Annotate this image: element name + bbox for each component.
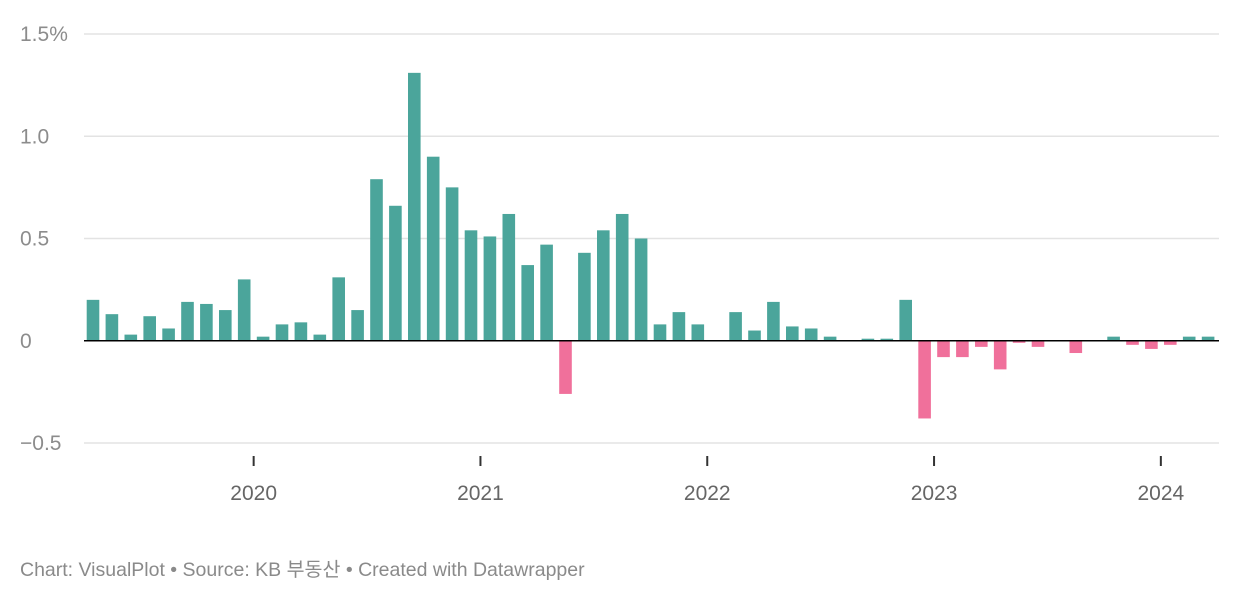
bar-2022-12 [918, 340, 931, 419]
bar-2020-03 [294, 322, 308, 341]
bar-2020-06 [351, 310, 364, 341]
bar-2021-10 [653, 324, 667, 341]
bar-2023-11 [1126, 340, 1139, 345]
bar-2021-11 [672, 312, 686, 341]
bar-2020-08 [389, 205, 402, 341]
bar-2022-04 [767, 301, 780, 341]
bar-2020-07 [370, 179, 383, 341]
chart-footer: Chart: VisualPlot • Source: KB 부동산 • Cre… [20, 559, 585, 581]
bar-2022-06 [804, 328, 818, 341]
bar-2021-05 [559, 340, 572, 394]
bar-2019-07 [143, 316, 156, 341]
bar-2020-10 [426, 156, 440, 341]
bar-2021-03 [521, 265, 534, 341]
bar-2023-02 [956, 340, 969, 358]
bar-2022-02 [729, 312, 742, 341]
bar-2022-05 [786, 326, 799, 341]
bar-2020-11 [445, 187, 459, 341]
bar-2024-03 [1201, 336, 1215, 341]
bar-2022-07 [823, 336, 837, 341]
bar-2019-10 [200, 303, 213, 341]
y-tick-label: 1.0 [20, 125, 49, 148]
bar-2021-07 [597, 230, 610, 341]
y-tick-label: 1.5% [20, 23, 68, 46]
bar-2021-06 [578, 252, 591, 341]
bars [86, 72, 1215, 419]
bar-2023-06 [1031, 340, 1045, 347]
bar-2023-03 [975, 340, 988, 347]
bar-2020-04 [313, 334, 327, 341]
bar-2020-09 [408, 72, 421, 341]
bar-2021-09 [634, 238, 648, 341]
bar-2024-01 [1164, 340, 1177, 345]
y-tick-label: 0.5 [20, 228, 49, 251]
bar-2022-11 [899, 299, 912, 341]
y-tick-label: 0 [20, 330, 32, 353]
x-tick-label: 2022 [684, 482, 731, 505]
bar-2019-05 [105, 314, 119, 341]
bar-2020-01 [256, 336, 270, 341]
bar-2020-05 [332, 277, 345, 341]
bar-2023-04 [993, 340, 1007, 370]
bar-2020-02 [275, 324, 289, 341]
bar-2023-08 [1069, 340, 1083, 354]
x-tick-label: 2020 [230, 482, 277, 505]
x-axis: 2020 2021 2022 2023 2024 [84, 339, 1219, 505]
bar-2019-04 [86, 299, 100, 341]
bar-2023-10 [1107, 336, 1120, 341]
bar-2021-08 [615, 213, 629, 341]
bar-2023-01 [937, 340, 950, 358]
bar-2021-01 [483, 236, 497, 341]
bar-chart: 1.5% 1.0 0.5 0 −0.5 2020 2021 2022 2023 2024 [20, 23, 1219, 505]
bar-2022-10 [880, 338, 894, 341]
bar-2022-09 [861, 338, 875, 341]
bar-2019-08 [162, 328, 175, 341]
bar-2021-02 [502, 213, 516, 341]
bar-2020-12 [464, 230, 478, 341]
y-axis-labels: 1.5% 1.0 0.5 0 −0.5 [20, 23, 68, 455]
bar-2019-12 [237, 279, 251, 341]
x-tick-label: 2021 [457, 482, 504, 505]
bar-2021-12 [691, 324, 705, 341]
grid-lines [84, 33, 1219, 444]
bar-2019-06 [124, 334, 138, 341]
bar-2019-11 [219, 310, 232, 341]
x-tick-label: 2024 [1137, 482, 1184, 505]
bar-2023-12 [1145, 340, 1158, 349]
bar-2021-04 [540, 244, 553, 341]
bar-2022-03 [748, 330, 761, 341]
y-tick-label: −0.5 [20, 432, 61, 455]
bar-2024-02 [1182, 336, 1196, 341]
x-tick-label: 2023 [911, 482, 958, 505]
bar-2023-05 [1012, 340, 1026, 343]
bar-2019-09 [181, 301, 194, 341]
